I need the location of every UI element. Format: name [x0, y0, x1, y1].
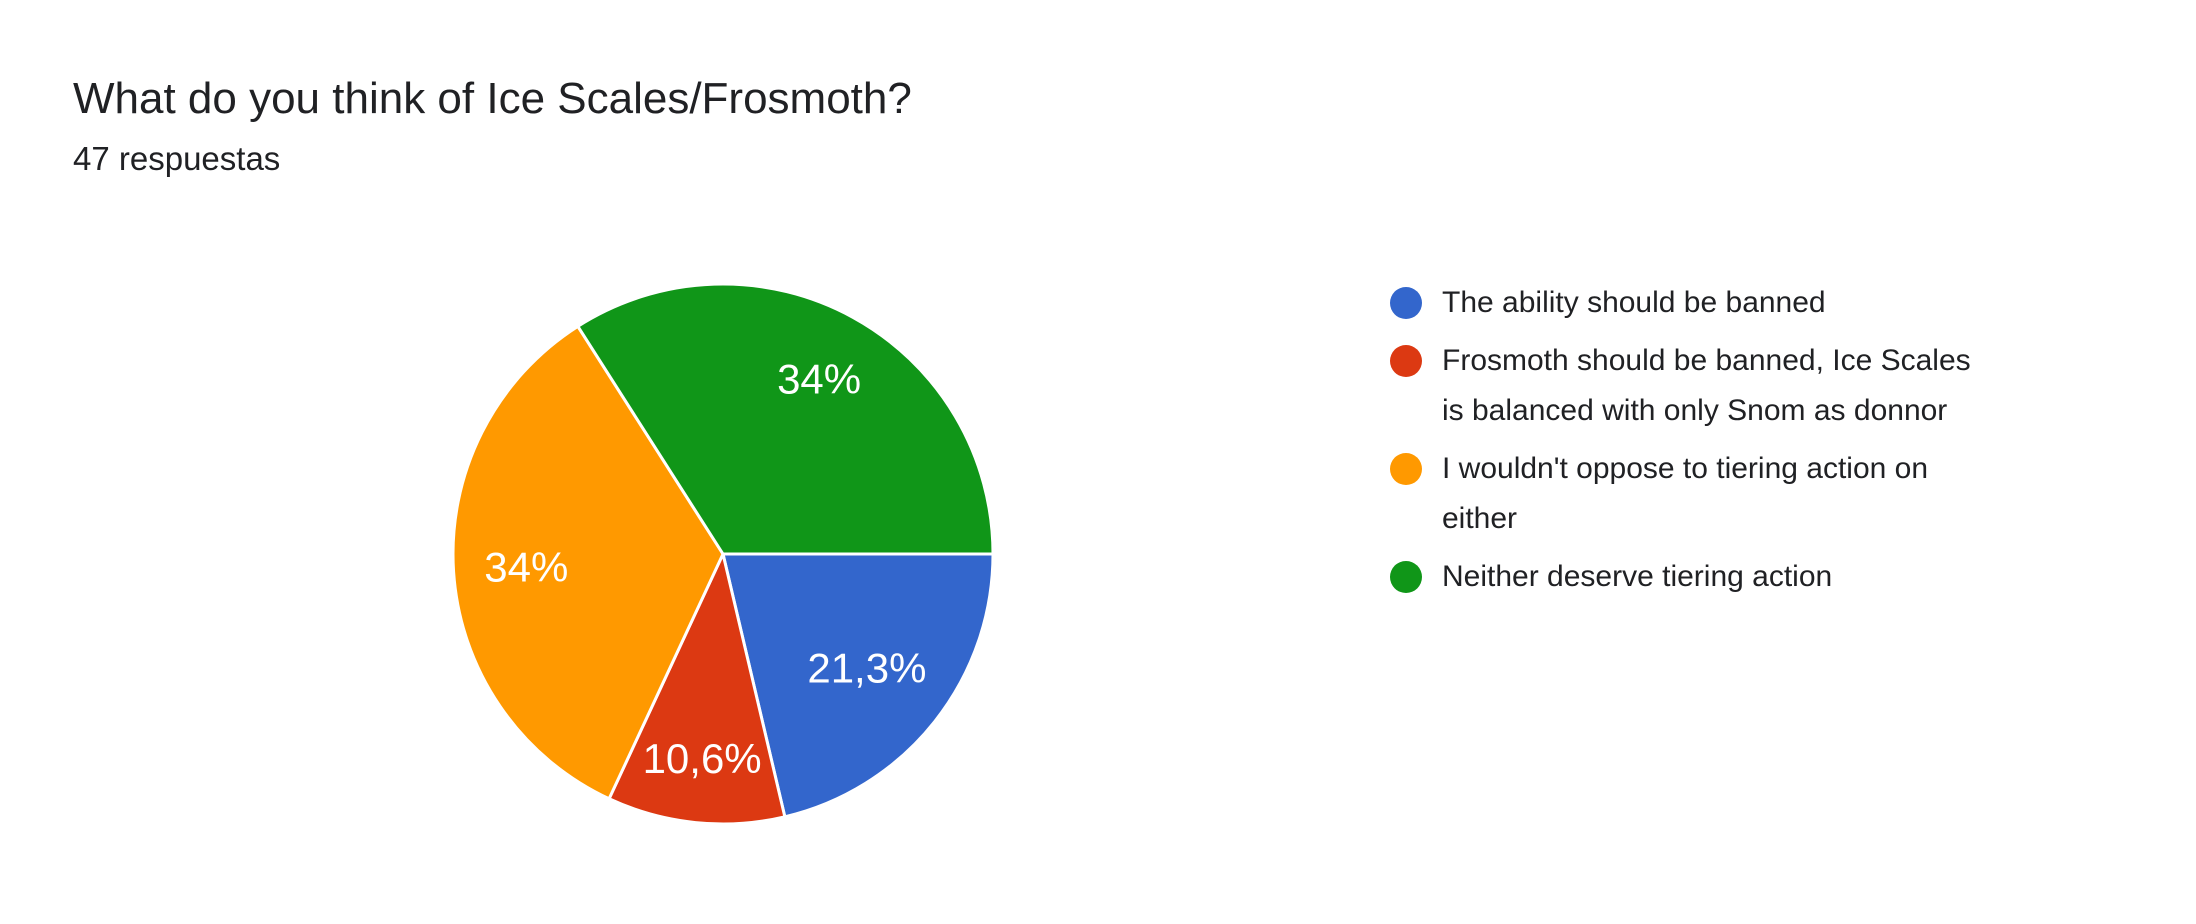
legend-item-label: Frosmoth should be banned, Ice Scales is…: [1442, 344, 1971, 427]
pie-slice-percent-label: 34%: [484, 544, 568, 591]
pie-slice-percent-label: 21,3%: [807, 645, 926, 692]
legend-item: Frosmoth should be banned, Ice Scales is…: [1390, 336, 2030, 436]
question-title: What do you think of Ice Scales/Frosmoth…: [73, 74, 912, 123]
response-count: 47 respuestas: [73, 140, 281, 177]
pie-slice-2[interactable]: [451, 324, 725, 801]
legend-chip: [1390, 345, 1422, 377]
legend-chip: [1390, 453, 1422, 485]
pie-slice-1[interactable]: [607, 552, 787, 826]
pie-slice-3[interactable]: [576, 282, 995, 556]
legend-chip: [1390, 561, 1422, 593]
legend-item-label: The ability should be banned: [1442, 286, 1826, 319]
legend-chip: [1390, 287, 1422, 319]
legend-item: The ability should be banned: [1390, 278, 2030, 328]
legend-item: I wouldn't oppose to tiering action on e…: [1390, 444, 2030, 544]
pie-slice-0[interactable]: [721, 552, 995, 819]
legend-item: Neither deserve tiering action: [1390, 552, 2030, 602]
legend-item-label: I wouldn't oppose to tiering action on e…: [1442, 452, 1929, 535]
pie-chart: 21,3% 10,6% 34% 34%: [451, 282, 995, 826]
pie-slice-percent-label: 34%: [777, 356, 861, 403]
pie-slice-percent-label: 10,6%: [643, 735, 762, 782]
legend-item-label: Neither deserve tiering action: [1442, 560, 1833, 593]
legend: The ability should be banned Frosmoth sho…: [1390, 278, 2030, 610]
